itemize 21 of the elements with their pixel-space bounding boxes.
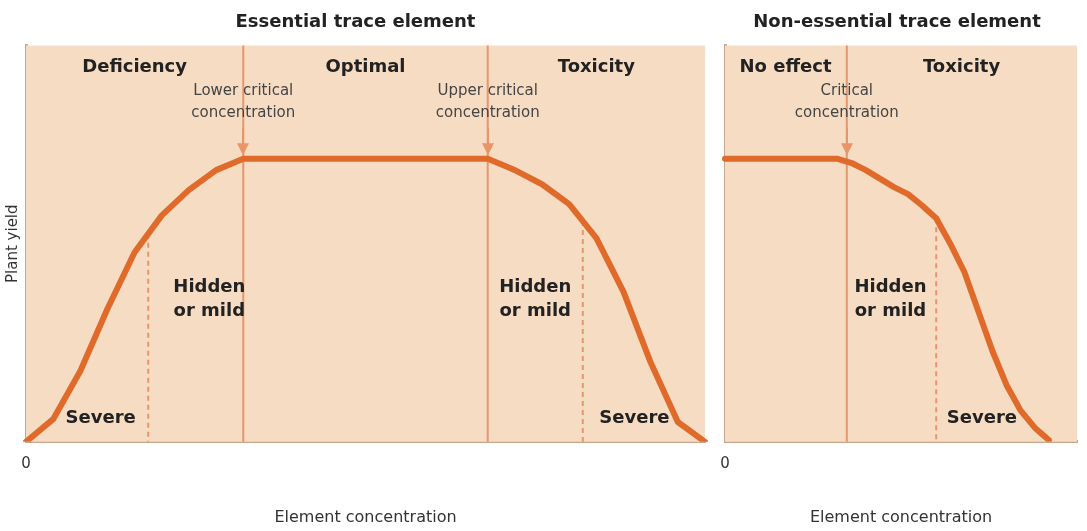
y-axis-title: Plant yield — [2, 204, 21, 283]
chart-title: Essential trace element — [235, 10, 476, 32]
x-axis-title: Element concentration — [274, 506, 457, 526]
text: Deficiency — [82, 55, 188, 77]
annotation: Hidden or mild — [173, 274, 246, 320]
chart-title: Non-essential trace element — [753, 10, 1042, 32]
text: Toxicity — [922, 55, 1001, 77]
annotation: Severe — [65, 405, 136, 427]
text: Lower critical concentration — [191, 81, 296, 122]
annotation: Severe — [599, 405, 670, 427]
text: 0 — [720, 453, 730, 472]
annotation: Hidden or mild — [854, 274, 927, 320]
x-axis-title: Element concentration — [809, 506, 993, 526]
text: Toxicity — [557, 55, 636, 77]
annotation: Severe — [946, 405, 1018, 427]
text: No effect — [739, 55, 832, 77]
annotation: Hidden or mild — [499, 274, 572, 320]
text: Optimal — [325, 55, 406, 77]
text: Upper critical concentration — [435, 81, 540, 122]
text: Critical concentration — [794, 81, 899, 122]
text: 0 — [21, 453, 31, 472]
